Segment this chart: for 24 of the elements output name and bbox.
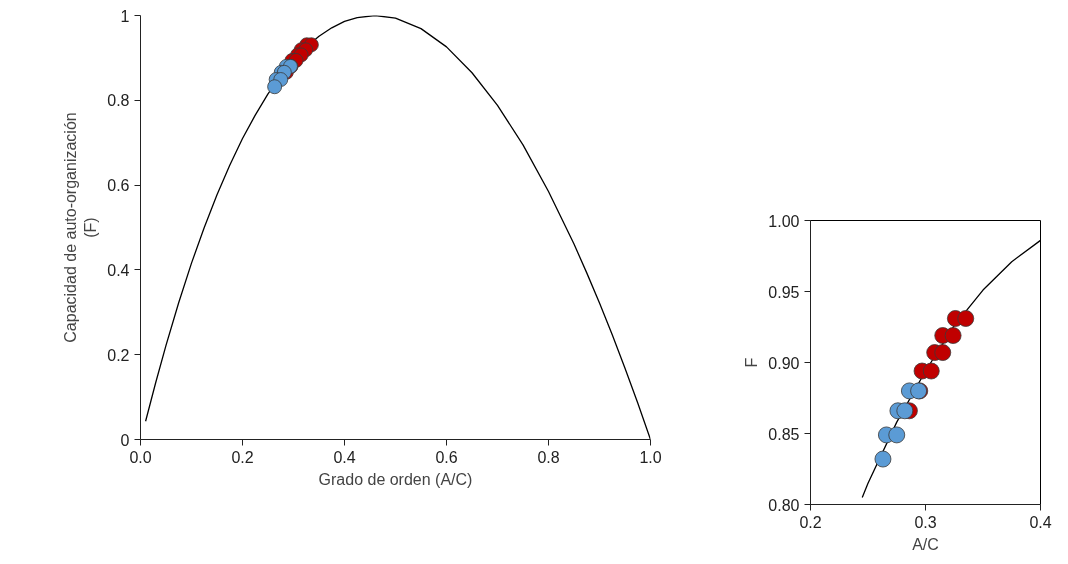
y-tick-label: 0.90: [768, 354, 800, 372]
y-axis-title: F: [743, 357, 761, 368]
x-axis-title: Grado de orden (A/C): [318, 470, 473, 488]
y-tick-label: 0.85: [768, 425, 800, 443]
y-tick-label: 0.4: [107, 261, 130, 279]
x-tick-label: 0.3: [914, 513, 937, 531]
x-tick-label: 1.0: [639, 448, 662, 466]
x-tick-label: 0.6: [435, 448, 458, 466]
y-tick-label: 1.00: [768, 212, 800, 230]
y-tick-label: 0.6: [107, 177, 130, 195]
x-axis-title: A/C: [912, 535, 939, 553]
y-tick-label: 0.2: [107, 346, 130, 364]
x-tick-label: 0.2: [231, 448, 254, 466]
y-tick-label: 0: [120, 431, 130, 449]
x-tick-label: 0.2: [799, 513, 822, 531]
x-tick-label: 0.0: [129, 448, 152, 466]
x-tick-label: 0.4: [1029, 513, 1052, 531]
y-tick-label: 1: [120, 7, 130, 25]
x-tick-label: 0.8: [537, 448, 560, 466]
y-tick-label: 0.80: [768, 496, 800, 514]
y-axis-title: Capacidad de auto-organización (F): [61, 112, 100, 343]
y-tick-label: 0.95: [768, 283, 800, 301]
x-tick-label: 0.4: [333, 448, 356, 466]
y-tick-label: 0.8: [107, 92, 130, 110]
